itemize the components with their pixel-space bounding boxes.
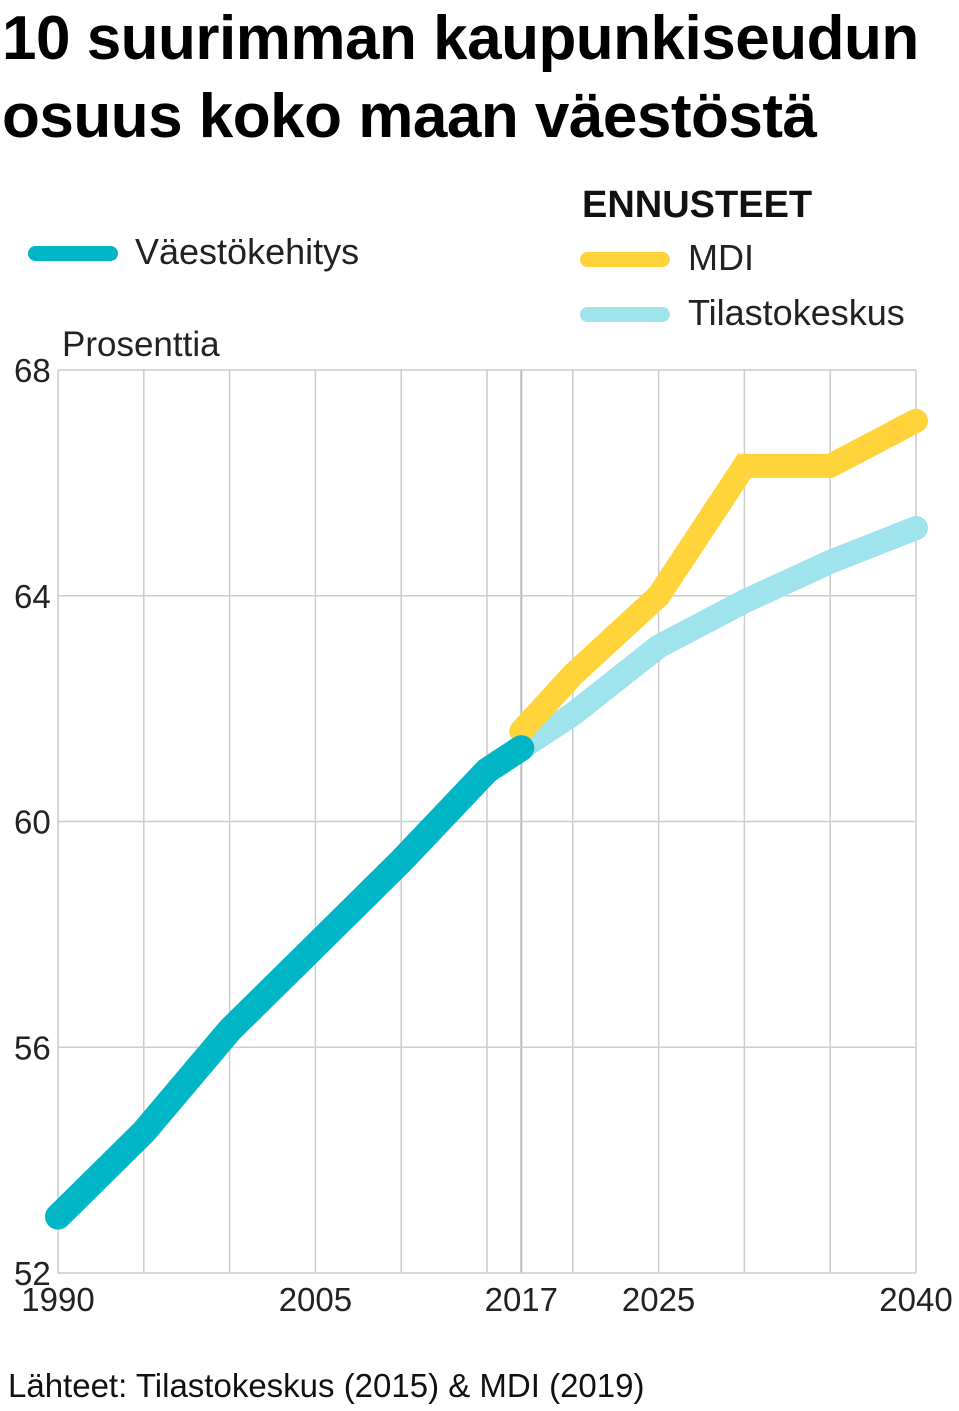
series-line-mdi — [509, 408, 928, 744]
legend-label-history: Väestökehitys — [135, 231, 360, 272]
legend-swatch-mdi — [580, 252, 670, 267]
source-note: Lähteet: Tilastokeskus (2015) & MDI (201… — [8, 1367, 645, 1404]
series — [45, 408, 928, 1230]
y-tick-label: 64 — [14, 578, 51, 615]
x-tick-label: 2005 — [279, 1281, 352, 1318]
chart-title: 10 suurimman kaupunkiseudun osuus koko m… — [2, 0, 957, 156]
series-line-history — [45, 735, 535, 1230]
legend-label-tilastokeskus: Tilastokeskus — [688, 292, 905, 333]
title-line-2: osuus koko maan väestöstä — [2, 82, 817, 151]
series-line-tilastokeskus — [509, 516, 928, 761]
title-line-1: 10 suurimman kaupunkiseudun — [2, 4, 919, 73]
x-tick-label: 2040 — [879, 1281, 952, 1318]
legend-label-mdi: MDI — [688, 237, 754, 278]
y-axis-label: Prosenttia — [62, 325, 220, 364]
x-tick-label: 1990 — [21, 1281, 94, 1318]
y-tick-label: 60 — [14, 804, 51, 841]
y-tick-label: 56 — [14, 1029, 51, 1066]
x-tick-label: 2017 — [485, 1281, 558, 1318]
legend-swatch-tilastokeskus — [580, 307, 670, 322]
legend-forecast-header: ENNUSTEET — [582, 184, 813, 226]
y-tick-label: 68 — [14, 352, 51, 389]
legend-swatch-history — [28, 246, 118, 261]
grid — [57, 369, 917, 1274]
y-tick-label: 52 — [14, 1255, 51, 1292]
axes: 52 56 60 64 68 1990 2005 2017 2025 2040 — [14, 352, 953, 1318]
x-tick-label: 2025 — [622, 1281, 695, 1318]
